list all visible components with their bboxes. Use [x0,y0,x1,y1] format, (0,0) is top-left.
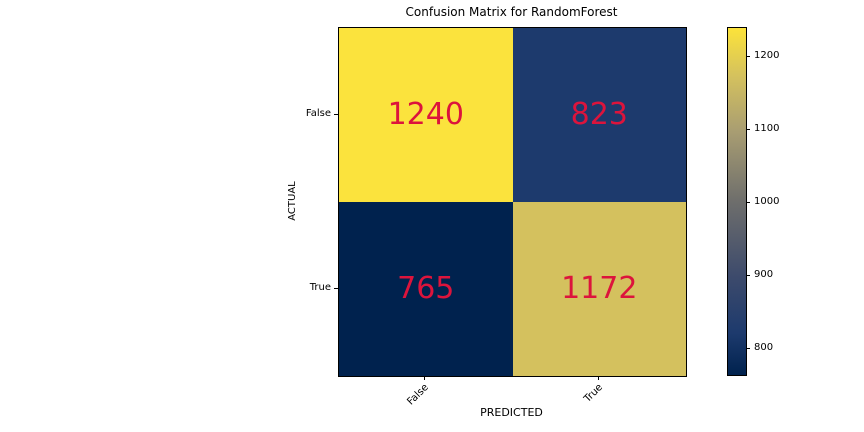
colorbar-tick-mark [746,348,750,349]
x-tick-mark [424,376,425,380]
heatmap-cell-actual-true-pred-false: 765 [339,202,513,376]
colorbar-tick-label: 1200 [754,50,780,61]
x-tick-label-false: False [405,382,431,408]
cell-value: 765 [397,271,455,306]
colorbar-tick-mark [746,129,750,130]
cell-value: 1240 [387,97,464,132]
y-axis-label: ACTUAL [287,181,298,221]
colorbar-gradient [727,27,747,376]
x-tick-mark [598,376,599,380]
cell-value: 823 [570,97,628,132]
cell-value: 1172 [561,271,638,306]
x-axis-label: PREDICTED [480,406,543,419]
y-tick-label-false: False [305,108,331,119]
heatmap-cell-actual-false-pred-true: 823 [512,28,686,202]
colorbar-tick-label: 1100 [754,123,780,134]
y-tick-label-true: True [309,282,331,293]
heatmap-cell-actual-false-pred-false: 1240 [339,28,513,202]
colorbar-tick-mark [746,56,750,57]
y-tick-mark [334,114,338,115]
colorbar-tick-label: 800 [754,342,774,353]
colorbar-tick-mark [746,202,750,203]
x-tick-label-true: True [581,382,605,405]
heatmap-cell-actual-true-pred-true: 1172 [512,202,686,376]
y-tick-mark [334,288,338,289]
colorbar-tick-label: 1000 [754,196,780,207]
heatmap-plot: 1240 823 765 1172 [338,27,687,377]
chart-title: Confusion Matrix for RandomForest [405,5,618,19]
colorbar-tick-mark [746,275,750,276]
colorbar-tick-label: 900 [754,269,774,280]
